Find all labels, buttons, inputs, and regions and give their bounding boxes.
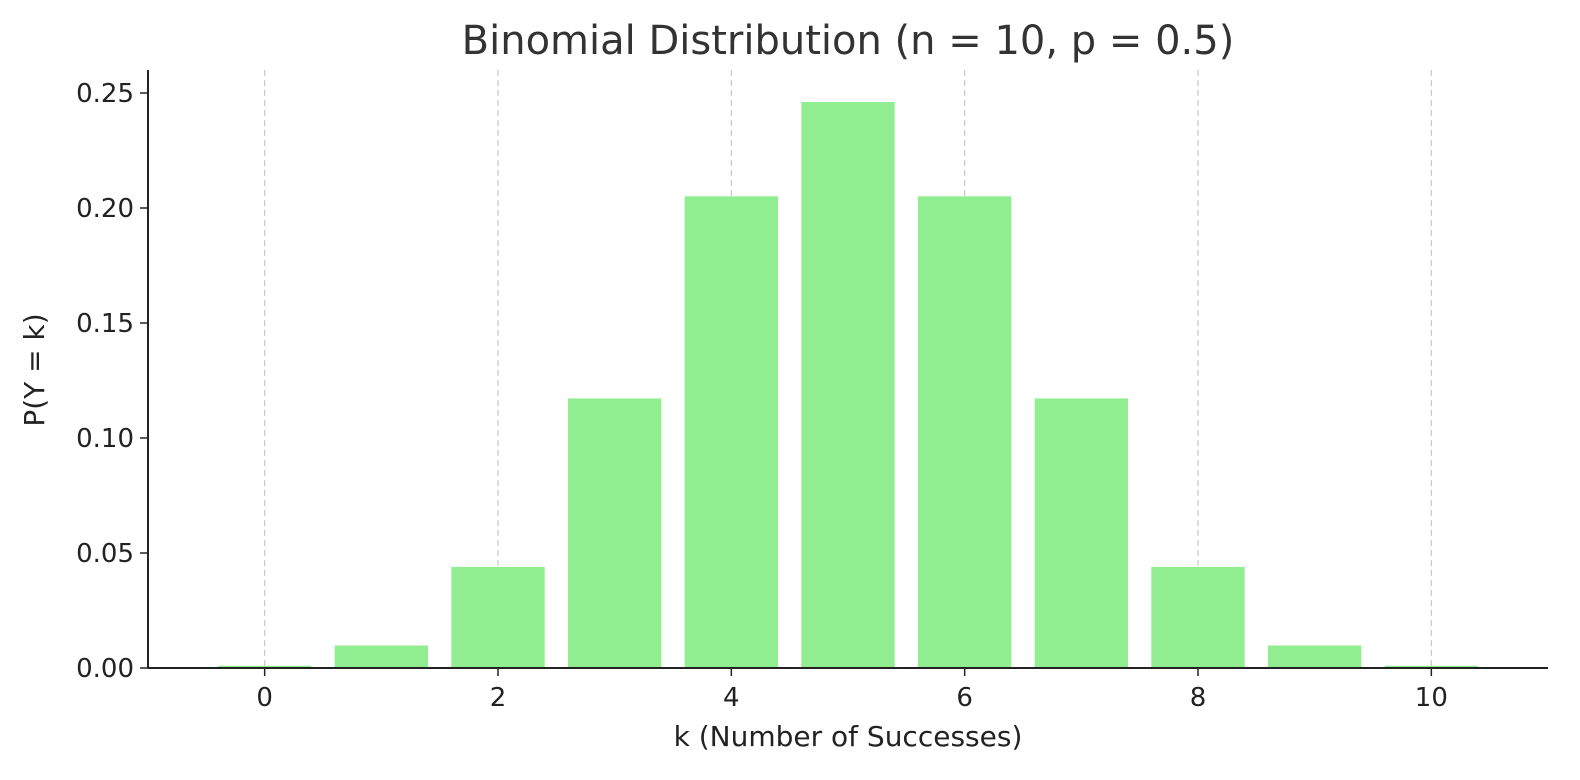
x-tick-label-0: 0 [256, 683, 273, 713]
bar-k-3 [568, 398, 662, 668]
bar-k-7 [1034, 398, 1128, 668]
y-tick-label-5: 0.25 [76, 79, 134, 109]
bar-k-6 [918, 196, 1012, 669]
y-tick-label-4: 0.20 [76, 194, 134, 224]
bar-k-8 [1151, 566, 1245, 668]
x-axis-label: k (Number of Successes) [674, 720, 1023, 753]
y-tick-label-2: 0.10 [76, 424, 134, 454]
bar-k-1 [334, 645, 428, 668]
x-tick-label-6: 6 [956, 683, 973, 713]
x-tick-label-10: 10 [1415, 683, 1448, 713]
y-axis-label: P(Y = k) [18, 313, 51, 426]
bar-k-0 [218, 665, 312, 668]
bar-k-2 [451, 566, 545, 668]
x-tick-label-8: 8 [1190, 683, 1207, 713]
bar-k-5 [801, 101, 895, 669]
y-tick-label-1: 0.05 [76, 539, 134, 569]
bar-k-4 [684, 196, 778, 669]
x-tick-label-2: 2 [490, 683, 507, 713]
y-tick-label-3: 0.15 [76, 309, 134, 339]
x-axis-ticks: 0 2 4 6 8 10 [256, 668, 1448, 713]
bar-k-10 [1384, 665, 1478, 668]
bar-k-9 [1268, 645, 1362, 668]
bars [218, 101, 1478, 669]
y-tick-label-0: 0.00 [76, 654, 134, 684]
chart-title: Binomial Distribution (n = 10, p = 0.5) [462, 18, 1235, 64]
y-axis-ticks: 0.00 0.05 0.10 0.15 0.20 0.25 [76, 79, 148, 684]
x-tick-label-4: 4 [723, 683, 740, 713]
